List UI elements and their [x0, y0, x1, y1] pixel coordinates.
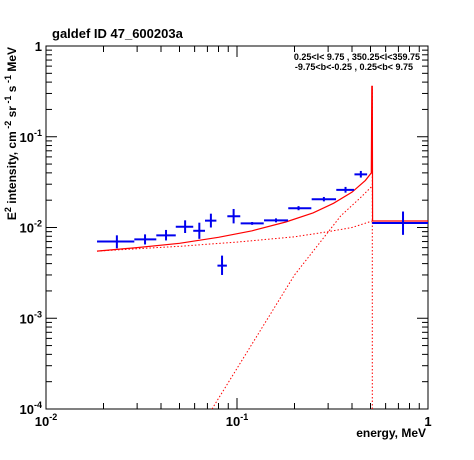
data-point: [288, 206, 312, 211]
y-axis-label: E2 intensity, cm -2 sr -1 s -1 MeV: [3, 47, 19, 220]
data-point: [217, 255, 227, 275]
data-point: [175, 220, 194, 233]
data-point: [205, 213, 217, 228]
data-point: [240, 221, 264, 225]
y-tick-label: 10-1: [20, 128, 42, 145]
data-point: [97, 235, 135, 249]
data-point: [354, 170, 368, 178]
x-tick-label: 10-2: [35, 412, 57, 429]
data-point: [372, 211, 428, 235]
model-total: [96, 85, 428, 252]
annotation-line-2: -9.75<b<-0.25 , 0.25<b< 9.75: [295, 62, 413, 72]
data-point: [156, 229, 176, 241]
data-point: [193, 222, 206, 239]
y-tick-label: 10-3: [20, 309, 42, 326]
data-point: [336, 186, 355, 193]
y-tick-label: 1: [35, 39, 42, 54]
chart-title: galdef ID 47_600203a: [52, 26, 184, 41]
plot-frame: [45, 45, 429, 410]
y-tick-label: 10-4: [20, 400, 42, 417]
plot-area: [96, 85, 428, 409]
data-point: [134, 234, 157, 245]
data-point: [311, 196, 337, 202]
annotation-line-1: 0.25<l< 9.75 , 350.25<l<359.75: [294, 52, 420, 62]
data-point: [227, 208, 241, 224]
x-tick-label: 1: [424, 414, 431, 429]
x-tick-label: 10-1: [226, 412, 248, 429]
data-point: [264, 218, 289, 223]
model-component-1: [96, 220, 428, 252]
y-tick-label: 10-2: [20, 219, 42, 236]
x-axis-label: energy, MeV: [356, 426, 426, 440]
